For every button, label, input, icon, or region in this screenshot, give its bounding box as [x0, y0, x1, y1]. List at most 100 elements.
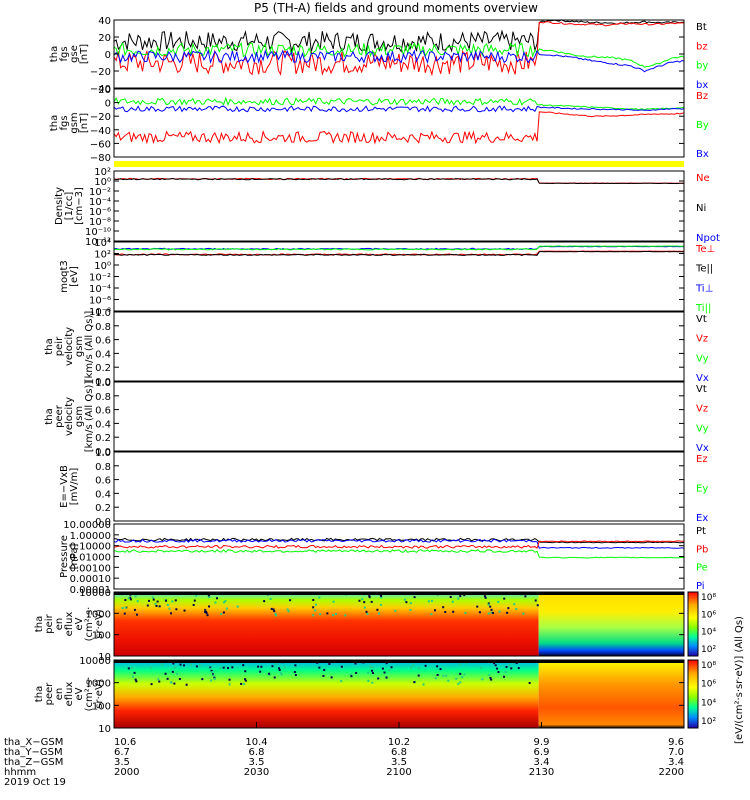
x-row-label: tha_Z−GSM	[4, 757, 63, 768]
heatmap-speckle	[463, 673, 466, 676]
panel-fgs_gse_low: 40 20 0 −20 −40 tha fgs gse [nT] Bt bz by bx	[49, 16, 708, 95]
y-tick-label: 20	[98, 85, 111, 96]
y-tick-label: 0.00001	[70, 585, 111, 596]
heatmap-speckle	[534, 599, 537, 602]
y-tick-label: 0.4	[95, 349, 111, 360]
heatmap-speckle	[274, 612, 277, 615]
y-tick-label: 10⁻⁸	[89, 307, 111, 318]
y-tick-label: 10⁻²	[89, 187, 111, 198]
heatmap-speckle	[489, 605, 492, 608]
y-tick-label: 40	[98, 16, 111, 27]
heatmap-speckle	[127, 667, 130, 670]
heatmap-speckle	[376, 608, 379, 611]
heatmap-speckle	[185, 683, 188, 686]
y-axis-label: Pressure [nPa]	[59, 535, 80, 578]
heatmap-speckle	[444, 610, 447, 613]
y-tick-label: 1.0	[95, 378, 111, 389]
heatmap-speckle	[510, 667, 513, 670]
colorbar-label-text: [eV/(cm²·s·sr·eV)] (All Qs)	[734, 616, 745, 744]
y-label-line: [nPa]	[69, 543, 80, 569]
y-tick-label: 10⁻²	[89, 273, 111, 284]
heatmap-speckle	[158, 680, 161, 683]
y-tick-label: 10⁻⁶	[89, 207, 111, 218]
heatmap-speckle	[171, 670, 174, 673]
heatmap-speckle	[410, 666, 413, 669]
y-tick-label: 10⁻¹⁰	[85, 227, 111, 238]
heatmap-speckle	[133, 608, 136, 611]
colorbar-tick-label: 10²	[701, 717, 716, 727]
heatmap-speckle	[135, 680, 138, 683]
y-axis-label: tha peir velocity gsm [km/s (All Qs)]	[44, 311, 95, 383]
heatmap-speckle	[434, 609, 437, 612]
heatmap-speckle	[211, 671, 214, 674]
panel-pressure: 10.000001.000000.100000.010000.001000.00…	[59, 520, 708, 596]
y-tick-label: 0.8	[95, 462, 111, 473]
heatmap-speckle	[198, 664, 201, 667]
y-tick-label: 10⁻¹²	[85, 237, 111, 248]
colorbar-2	[687, 659, 699, 729]
heatmap-speckle	[213, 677, 216, 680]
heatmap-speckle	[493, 662, 496, 665]
heatmap-speckle	[209, 666, 212, 669]
y-axis-label: E=−VxB [mV/m]	[59, 465, 80, 508]
y-tick-label: 0.2	[95, 433, 111, 444]
heatmap-speckle	[380, 594, 383, 597]
heatmap-speckle	[195, 594, 198, 597]
heatmap-speckle	[385, 662, 388, 665]
heatmap-speckle	[449, 595, 452, 598]
heatmap-speckle	[465, 662, 468, 665]
heatmap-speckle	[367, 679, 370, 682]
heatmap-speckle	[511, 662, 514, 665]
panel-peir_eflux: 10000 1000 100 10 tha peir en eflux eV (cm²·s· sr·…	[34, 588, 685, 663]
heatmap-speckle	[192, 604, 195, 607]
heatmap-speckle	[390, 666, 393, 669]
heatmap-speckle	[427, 600, 430, 603]
heatmap-speckle	[242, 683, 245, 686]
y-label-line: (cm²·s·	[84, 677, 95, 712]
y-tick-label: 10⁰	[94, 261, 111, 272]
legend-Npot: Npot	[696, 233, 720, 244]
y-tick-label: 10⁻⁶	[89, 296, 111, 307]
heatmap-speckle	[463, 594, 466, 597]
y-label-line: tha	[49, 115, 60, 131]
heatmap-speckle	[422, 683, 425, 686]
chart-title: P5 (TH-A) fields and ground moments over…	[254, 1, 538, 15]
legend-by: by	[696, 61, 708, 72]
legend-Vx: Vx	[696, 443, 709, 454]
heatmap-speckle	[183, 664, 186, 667]
x-tick-value: 2200	[659, 767, 684, 778]
heatmap-speckle	[487, 603, 490, 606]
heatmap-speckle	[394, 609, 397, 612]
heatmap-speckle	[222, 666, 225, 669]
y-label-line: eflux	[64, 682, 75, 707]
heatmap-speckle	[314, 609, 317, 612]
legend-Pi: Pi	[696, 581, 705, 592]
heatmap-speckle	[457, 597, 460, 600]
y-label-line: en	[54, 688, 65, 701]
heatmap-speckle	[286, 608, 289, 611]
heatmap-speckle	[274, 663, 277, 666]
heatmap-speckle	[225, 607, 228, 610]
heatmap-speckle	[490, 678, 493, 681]
heatmap-speckle	[368, 596, 371, 599]
heatmap-speckle	[326, 612, 329, 615]
heatmap-speckle	[452, 610, 455, 613]
heatmap-speckle	[371, 666, 374, 669]
heatmap-speckle	[135, 613, 138, 616]
y-tick-label: 1.0	[95, 308, 111, 319]
heatmap-speckle	[377, 677, 380, 680]
heatmap-speckle	[124, 599, 127, 602]
y-tick-label: 0.10000	[70, 542, 111, 553]
series-line-Bx	[113, 105, 685, 113]
heatmap-speckle	[322, 674, 325, 677]
y-tick-label: 10000	[79, 588, 111, 599]
legend-Ne: Ne	[696, 173, 710, 184]
heatmap-speckle	[272, 608, 275, 611]
y-label-line: [eV]	[69, 266, 80, 287]
x-tick-value: 9.9	[534, 737, 550, 748]
heatmap-speckle	[312, 614, 315, 617]
heatmap-speckle	[442, 606, 445, 609]
y-label-line: [nT]	[79, 44, 90, 64]
